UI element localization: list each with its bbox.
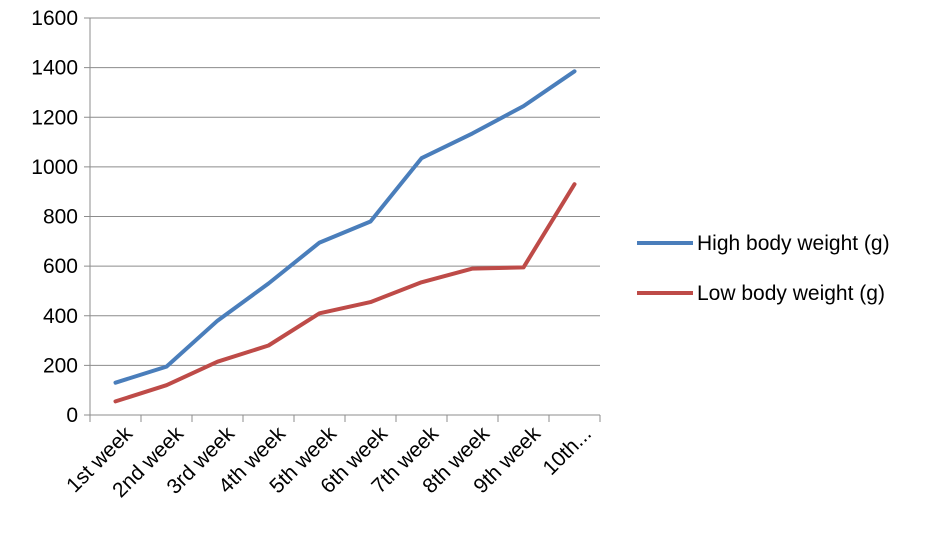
y-tick-label: 1000 — [31, 156, 78, 179]
y-tick-label: 1600 — [31, 7, 78, 30]
legend: High body weight (g) Low body weight (g) — [637, 232, 890, 305]
legend-label: Low body weight (g) — [697, 282, 885, 305]
y-tick-label: 200 — [43, 354, 78, 377]
x-tick-label: 10th... — [538, 422, 596, 480]
y-tick-label: 0 — [66, 404, 78, 427]
legend-label: High body weight (g) — [697, 232, 890, 255]
y-tick-label: 400 — [43, 305, 78, 328]
series-line-low-body-weight — [113, 182, 577, 404]
y-tick-label: 1200 — [31, 106, 78, 129]
series-line-high-body-weight — [113, 69, 577, 385]
y-tick-label: 600 — [43, 255, 78, 278]
y-axis-tick-labels: 0 200 400 600 800 1000 1200 1400 1600 — [31, 7, 78, 427]
y-tick-label: 1400 — [31, 57, 78, 80]
gridlines — [90, 17, 600, 416]
axes — [84, 17, 601, 422]
y-tick-label: 800 — [43, 206, 78, 229]
series-lines — [113, 69, 577, 404]
